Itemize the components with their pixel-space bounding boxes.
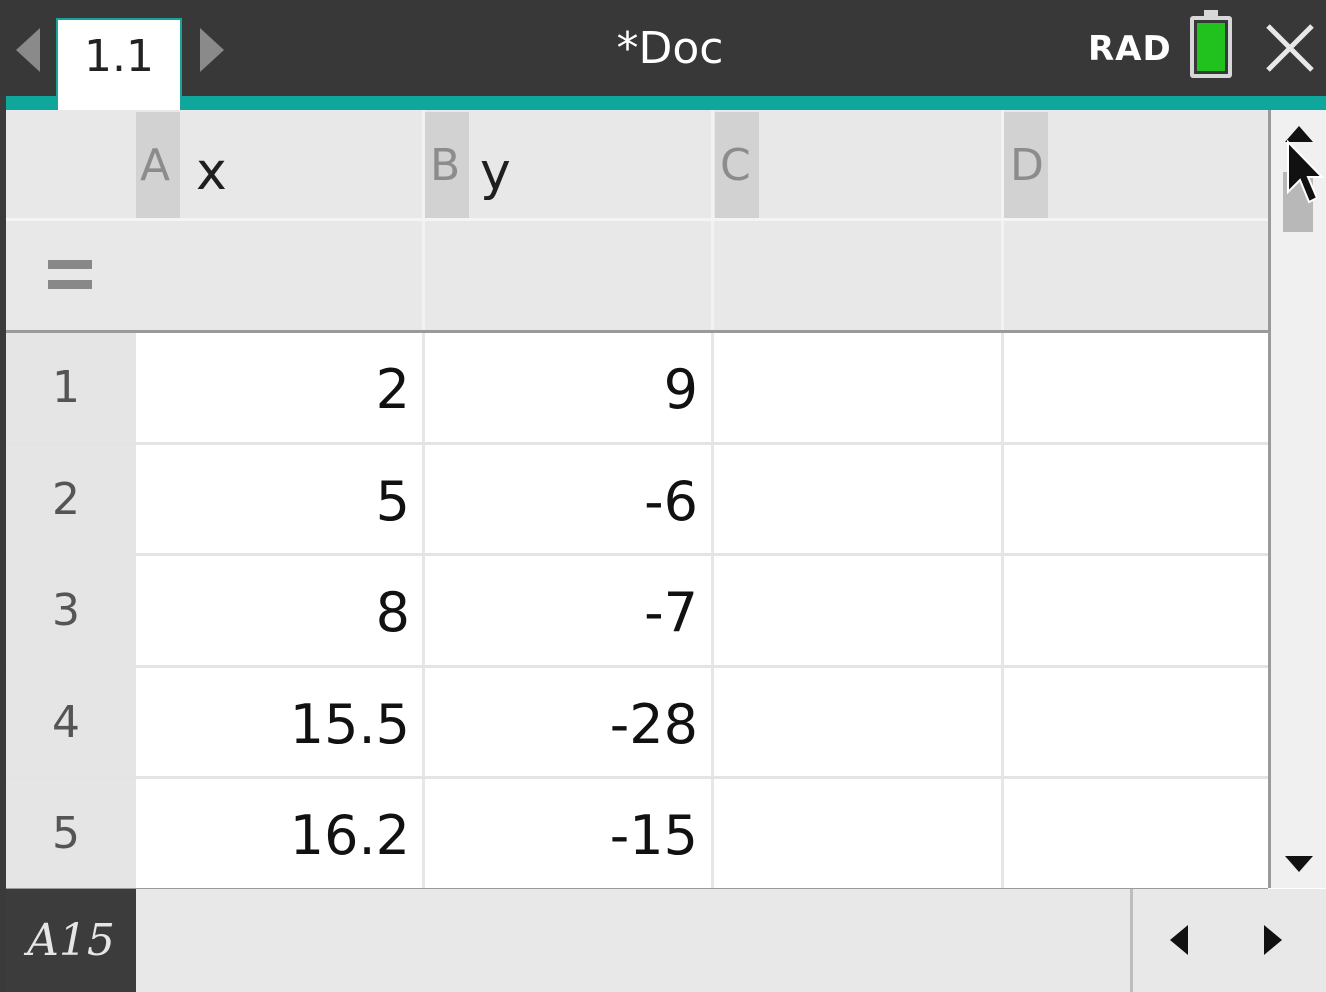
cell-b1[interactable]: 9 bbox=[663, 358, 698, 421]
row-number[interactable]: 3 bbox=[52, 585, 80, 636]
column-c-letter-box bbox=[715, 112, 759, 218]
tab-page-1-1[interactable]: 1.1 bbox=[56, 18, 182, 110]
row-number[interactable]: 5 bbox=[52, 808, 80, 859]
cell-a5[interactable]: 16.2 bbox=[289, 804, 410, 867]
close-icon[interactable] bbox=[1262, 20, 1318, 76]
cell-b2[interactable]: -6 bbox=[644, 470, 698, 533]
vertical-scrollbar[interactable] bbox=[1268, 110, 1326, 888]
column-c-letter[interactable]: C bbox=[720, 140, 751, 191]
angle-mode-indicator: RAD bbox=[1088, 29, 1172, 69]
column-b-name[interactable]: y bbox=[480, 142, 511, 202]
column-a-letter[interactable]: A bbox=[140, 140, 171, 191]
row-divider bbox=[6, 553, 1268, 556]
row-number[interactable]: 2 bbox=[52, 474, 80, 525]
column-a-name[interactable]: x bbox=[196, 142, 227, 202]
document-title: *Doc bbox=[616, 23, 724, 74]
cell-b4[interactable]: -28 bbox=[609, 693, 698, 756]
row-divider bbox=[6, 442, 1268, 445]
status-bar: A15 bbox=[6, 889, 1326, 992]
column-d-letter-box bbox=[1004, 112, 1048, 218]
column-divider bbox=[1001, 333, 1004, 889]
scroll-right-arrow-icon[interactable] bbox=[1264, 925, 1282, 955]
row-number[interactable]: 1 bbox=[52, 362, 80, 413]
cell-a1[interactable]: 2 bbox=[375, 358, 410, 421]
header-bottom-border bbox=[6, 330, 1268, 333]
current-cell-reference: A15 bbox=[6, 889, 136, 992]
cell-a3[interactable]: 8 bbox=[375, 581, 410, 644]
next-page-arrow-icon[interactable] bbox=[200, 28, 224, 72]
column-divider bbox=[711, 333, 714, 889]
previous-page-arrow-icon[interactable] bbox=[16, 28, 40, 72]
battery-level bbox=[1197, 23, 1225, 71]
column-a-letter-box bbox=[136, 112, 180, 218]
row-divider bbox=[6, 776, 1268, 779]
row-number-column bbox=[6, 333, 136, 889]
title-bar: 1.1 *Doc RAD bbox=[0, 0, 1326, 110]
formula-equals-icon bbox=[48, 256, 92, 294]
header-row-divider bbox=[6, 218, 1268, 221]
lists-spreadsheet: A x B y C D 1 2 9 2 5 -6 3 8 -7 4 15.5 -… bbox=[6, 110, 1326, 992]
status-divider bbox=[1130, 889, 1133, 992]
mouse-pointer-icon bbox=[1287, 140, 1324, 204]
cell-b5[interactable]: -15 bbox=[609, 804, 698, 867]
row-divider bbox=[6, 665, 1268, 668]
row-number[interactable]: 4 bbox=[52, 697, 80, 748]
scroll-left-arrow-icon[interactable] bbox=[1170, 925, 1188, 955]
scroll-down-arrow-icon[interactable] bbox=[1285, 856, 1313, 872]
column-d-letter[interactable]: D bbox=[1010, 140, 1044, 191]
column-divider bbox=[422, 333, 425, 889]
scroll-up-arrow-icon[interactable] bbox=[1285, 126, 1313, 142]
cell-b3[interactable]: -7 bbox=[644, 581, 698, 644]
cell-a2[interactable]: 5 bbox=[375, 470, 410, 533]
column-b-letter-box bbox=[425, 112, 469, 218]
cell-a4[interactable]: 15.5 bbox=[289, 693, 410, 756]
accent-bar bbox=[6, 96, 1326, 110]
battery-icon bbox=[1190, 10, 1232, 78]
column-b-letter[interactable]: B bbox=[430, 140, 461, 191]
